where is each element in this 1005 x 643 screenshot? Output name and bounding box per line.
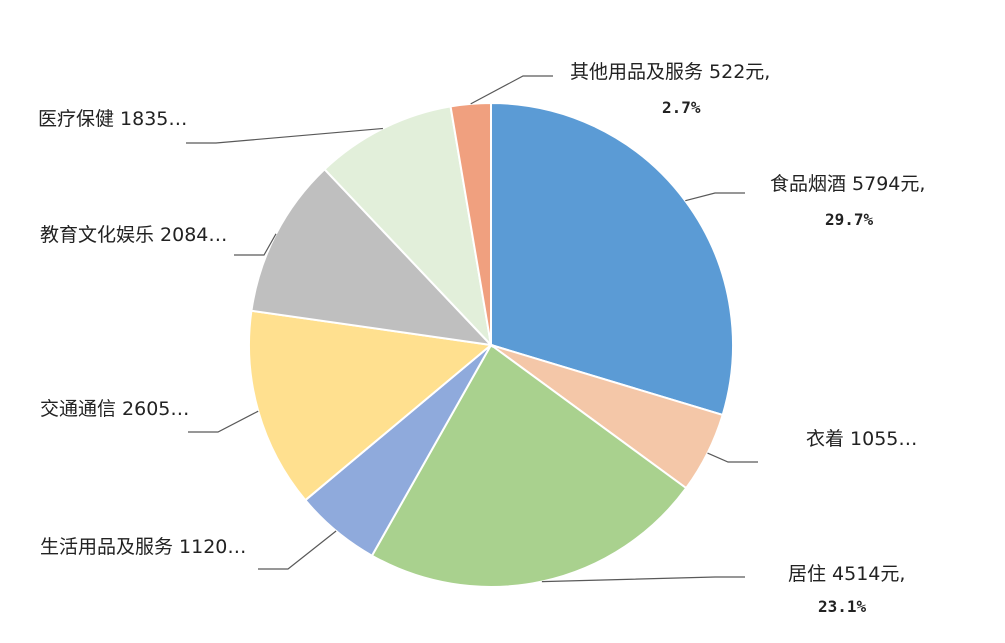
leader-line-4 <box>188 410 259 433</box>
leader-line-0 <box>685 192 745 202</box>
leader-line-2 <box>541 576 745 583</box>
slice-label-food-tobacco: 食品烟酒 5794元, <box>770 173 925 195</box>
leader-lines <box>186 75 758 583</box>
leader-line-7 <box>470 75 553 105</box>
slice-percent-food-tobacco: 29.7% <box>825 210 874 229</box>
pie-slices <box>248 101 734 588</box>
leader-line-3 <box>258 530 337 570</box>
pie-slice-0 <box>490 101 734 417</box>
slice-label-household-goods: 生活用品及服务 1120… <box>40 536 246 558</box>
slice-label-other-goods-services: 其他用品及服务 522元, <box>570 61 770 83</box>
slice-label-healthcare: 医疗保健 1835… <box>38 108 187 130</box>
leader-line-6 <box>186 127 383 144</box>
leader-line-5 <box>234 233 277 256</box>
slice-label-clothing: 衣着 1055… <box>806 428 917 450</box>
slice-percent-housing: 23.1% <box>818 597 867 616</box>
slice-label-education-culture: 教育文化娱乐 2084… <box>40 224 227 246</box>
slice-percent-other-goods-services: 2.7% <box>662 98 701 117</box>
pie-slice-2 <box>370 343 688 588</box>
leader-line-1 <box>707 452 758 463</box>
slice-label-housing: 居住 4514元, <box>788 563 905 585</box>
slice-label-transport-communication: 交通通信 2605… <box>40 398 189 420</box>
pie-slice-4 <box>248 309 494 502</box>
